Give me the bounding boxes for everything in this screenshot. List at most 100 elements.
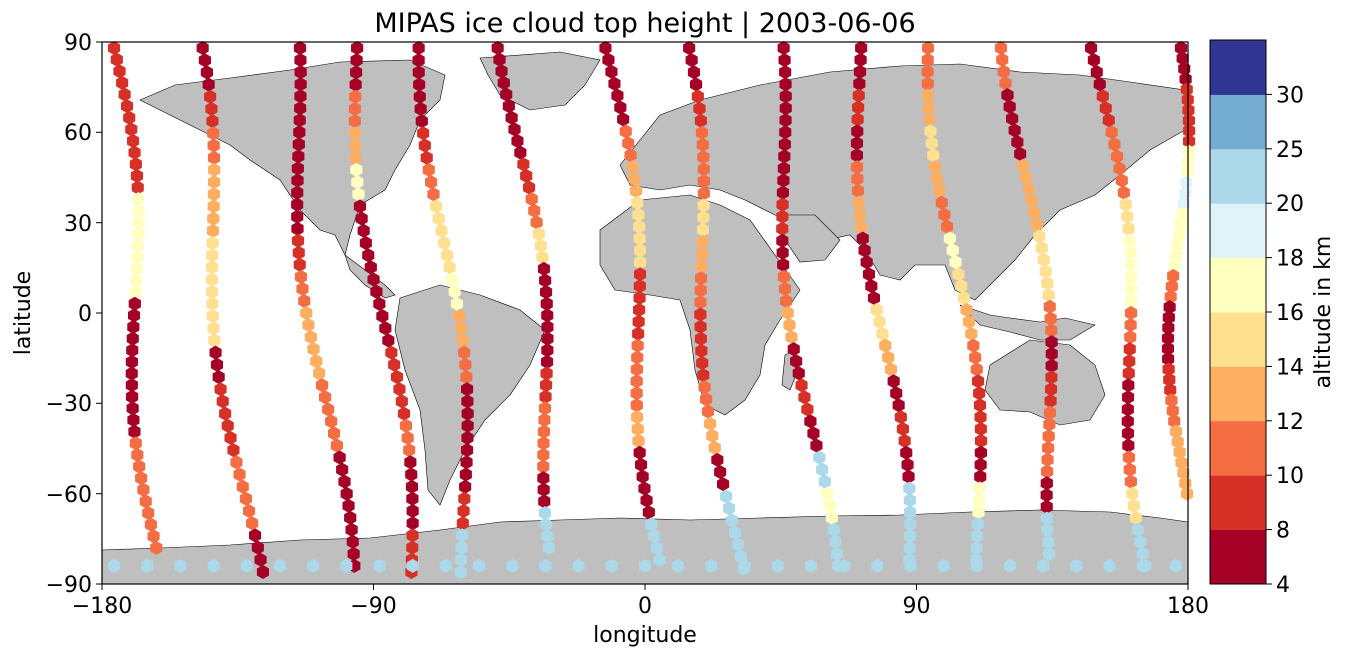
cloud-point <box>611 88 624 103</box>
cloud-point <box>1164 289 1177 304</box>
cloud-point <box>626 160 639 175</box>
cloud-point <box>1090 65 1103 80</box>
cloud-point <box>1161 331 1175 346</box>
cloud-point <box>137 482 150 497</box>
cloud-point <box>946 243 959 258</box>
colorbar-tick-label: 8 <box>1276 519 1290 544</box>
cloud-point <box>461 418 474 433</box>
cloud-point <box>1045 335 1058 350</box>
cloud-point <box>870 302 883 317</box>
cloud-point <box>456 333 469 348</box>
cloud-point <box>697 210 710 225</box>
x-tick-label: 180 <box>1167 594 1209 619</box>
cloud-point <box>1175 455 1188 470</box>
cloud-point <box>971 529 984 544</box>
cloud-point <box>1045 323 1058 338</box>
cloud-point <box>633 302 646 317</box>
cloud-point <box>1125 294 1138 308</box>
cloud-point <box>933 183 946 198</box>
cloud-point <box>853 64 867 79</box>
cloud-point <box>1037 558 1050 573</box>
cloud-point <box>116 75 129 90</box>
cloud-point <box>174 558 187 573</box>
cloud-point <box>1181 486 1194 501</box>
cloud-point <box>1102 113 1115 128</box>
cloud-point <box>1180 175 1193 190</box>
cloud-point <box>351 175 364 190</box>
cloud-point <box>209 345 222 360</box>
cloud-point <box>823 498 836 513</box>
cloud-point <box>1165 279 1178 294</box>
cloud-point <box>696 356 709 370</box>
cloud-point <box>970 541 983 555</box>
cloud-point <box>350 53 363 68</box>
cloud-point <box>1176 206 1189 221</box>
cloud-point <box>1119 197 1132 212</box>
cloud-point <box>359 236 372 250</box>
cloud-point <box>457 504 470 518</box>
cloud-point <box>537 424 550 439</box>
cloud-point <box>508 122 521 137</box>
colorbar-swatch <box>1210 475 1266 531</box>
cloud-point <box>996 52 1009 67</box>
cloud-point <box>296 281 309 296</box>
cloud-point <box>921 64 934 79</box>
cloud-point <box>1167 269 1180 283</box>
cloud-point <box>974 422 987 436</box>
cloud-point <box>128 145 141 160</box>
cloud-point <box>631 195 644 210</box>
cloud-point <box>1035 241 1048 255</box>
cloud-point <box>967 338 980 353</box>
cloud-point <box>922 100 935 115</box>
cloud-point <box>399 418 412 433</box>
y-tick-label: 90 <box>64 31 92 56</box>
cloud-point <box>291 209 304 224</box>
y-tick-label: 30 <box>64 212 92 237</box>
colorbar-ticks: 4 8 10 12 14 16 18 20 25 30 <box>1266 83 1304 598</box>
cloud-point <box>887 374 900 389</box>
cloud-point <box>804 414 817 429</box>
cloud-point <box>605 558 618 573</box>
cloud-point <box>126 389 139 404</box>
cloud-point <box>693 101 706 116</box>
cloud-point <box>695 247 708 261</box>
cloud-point <box>777 41 790 55</box>
cloud-point <box>541 320 554 334</box>
cloud-point <box>405 467 418 482</box>
cloud-point <box>898 433 911 448</box>
cloud-point <box>1161 341 1174 356</box>
cloud-point <box>633 219 646 234</box>
cloud-point <box>1174 41 1188 55</box>
cloud-point <box>632 207 645 222</box>
cloud-point <box>779 77 792 92</box>
cloud-point <box>1162 362 1175 377</box>
cloud-point <box>804 558 817 573</box>
cloud-point <box>537 436 550 451</box>
cloud-point <box>208 162 221 177</box>
cloud-point <box>221 418 234 433</box>
cloud-point <box>406 516 419 531</box>
cloud-point <box>714 465 727 479</box>
cloud-point <box>629 183 642 198</box>
cloud-point <box>291 197 304 212</box>
x-tick-label: 0 <box>638 594 652 619</box>
cloud-point <box>697 198 710 213</box>
cloud-point <box>439 558 452 573</box>
cloud-point <box>858 243 871 258</box>
cloud-point <box>459 479 472 494</box>
cloud-point <box>355 211 368 226</box>
cloud-point <box>246 516 259 531</box>
cloud-point <box>1042 535 1055 550</box>
cloud-point <box>634 267 647 282</box>
cloud-point <box>121 99 134 114</box>
cloud-point <box>539 506 552 520</box>
cloud-point <box>1022 182 1035 197</box>
colorbar-swatch <box>1210 529 1266 585</box>
cloud-point <box>304 330 317 345</box>
cloud-point <box>1124 330 1137 345</box>
cloud-point <box>705 558 718 573</box>
cloud-point <box>294 77 307 92</box>
cloud-point <box>694 319 707 334</box>
cloud-point <box>395 394 408 409</box>
cloud-point <box>963 314 976 329</box>
